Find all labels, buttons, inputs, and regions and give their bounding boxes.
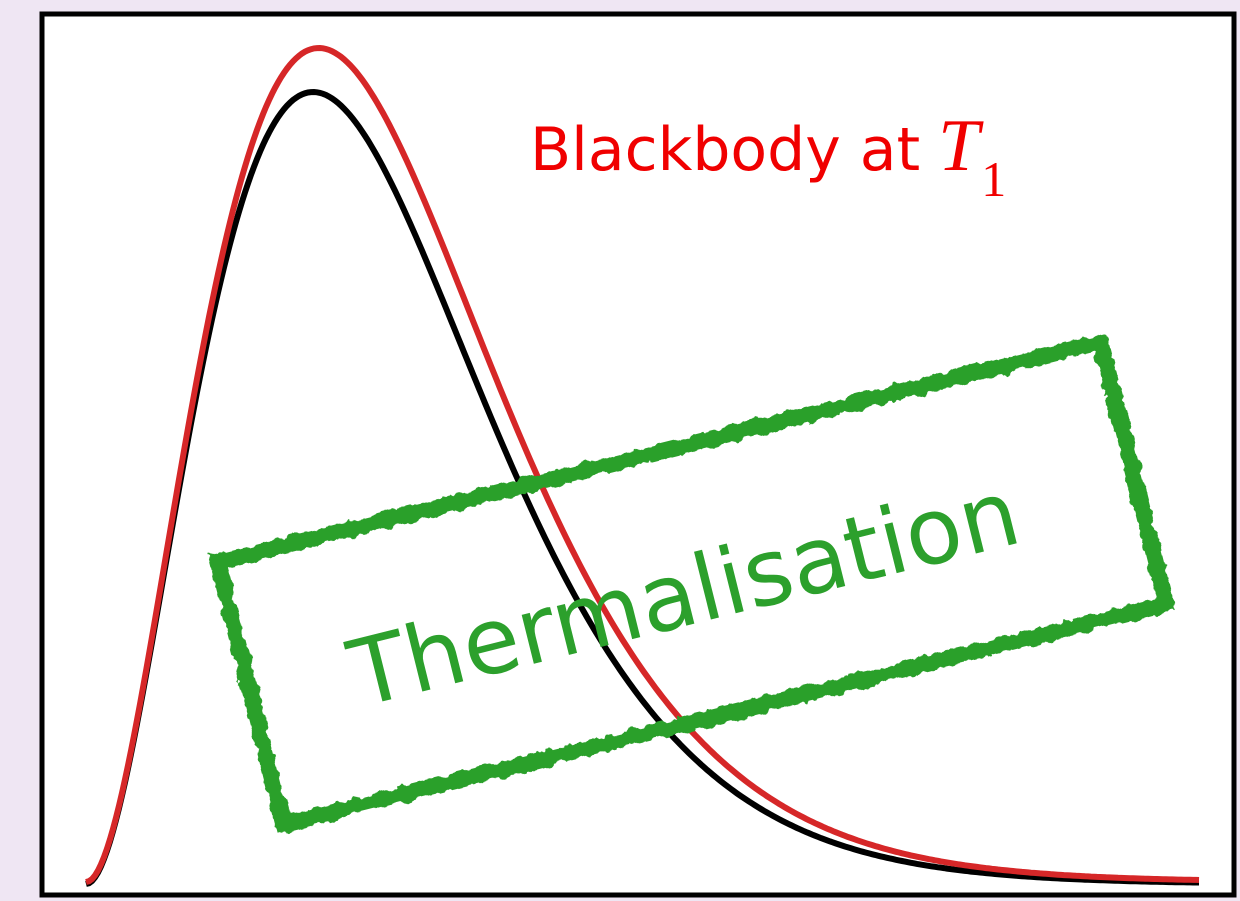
label-subscript: 1 (981, 151, 1006, 207)
label-symbol: T (938, 105, 984, 187)
stamp-box (208, 332, 1176, 834)
label: Blackbody at T1 (530, 105, 1006, 207)
red-curve (85, 44, 1200, 885)
black-curve (85, 88, 1199, 887)
label-text: Blackbody at (530, 115, 920, 185)
